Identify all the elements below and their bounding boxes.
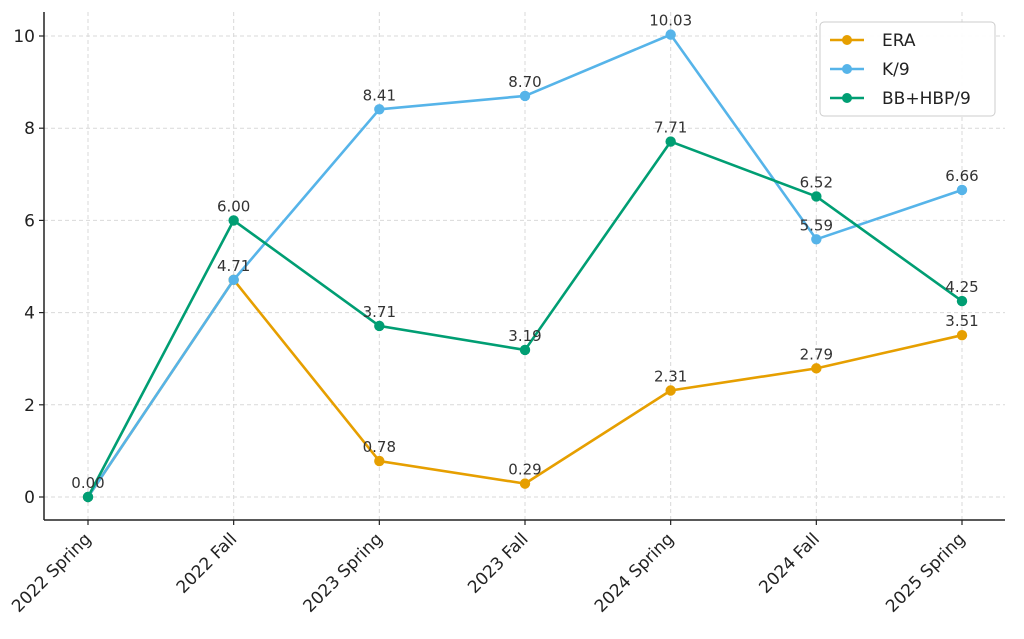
legend-label-era: ERA	[882, 31, 916, 51]
data-label: 0.29	[508, 461, 541, 479]
data-label: 0.78	[363, 438, 396, 456]
data-point-bb-hbp-9	[811, 191, 822, 202]
data-label: 3.51	[945, 312, 978, 330]
data-point-bb-hbp-9	[82, 491, 94, 503]
data-point-era	[374, 455, 385, 467]
data-point-bb-hbp-9	[228, 215, 239, 226]
y-tick-label: 8	[24, 119, 35, 139]
x-tick-label: 2025 Spring	[882, 529, 969, 616]
data-point-k-9	[519, 90, 531, 102]
data-label: 6.52	[800, 173, 833, 191]
data-label: 10.03	[649, 12, 692, 30]
x-tick-label: 2022 Spring	[8, 529, 95, 616]
data-label: 4.25	[945, 278, 978, 296]
data-point-k-9	[374, 104, 385, 115]
data-point-bb-hbp-9	[665, 136, 676, 147]
legend-box	[819, 21, 996, 117]
x-tick-label: 2024 Fall	[755, 529, 823, 597]
data-point-k-9	[956, 184, 968, 196]
data-point-era	[665, 385, 676, 396]
x-tick-label: 2024 Spring	[591, 529, 678, 616]
data-point-bb-hbp-9	[519, 344, 531, 356]
legend-marker-era	[842, 35, 852, 45]
data-label: 0.00	[71, 474, 104, 492]
data-label: 6.00	[217, 197, 250, 215]
legend-marker-bb-hbp-9	[842, 93, 852, 103]
x-tick-label: 2022 Fall	[173, 529, 241, 597]
data-label: 7.71	[654, 119, 687, 137]
y-tick-label: 2	[24, 396, 35, 416]
data-label: 3.19	[508, 327, 541, 345]
data-labels: 0.00 4.71 0.78 0.29 2.31 2.79 3.51 8.41 8.70 10.0…	[71, 12, 978, 492]
data-point-era	[519, 478, 531, 489]
data-label: 2.31	[654, 368, 687, 386]
data-label: 8.41	[363, 86, 396, 104]
legend-label-bb-hbp-9: BB+HBP/9	[882, 89, 971, 109]
data-point-k-9	[811, 234, 822, 245]
data-label: 2.79	[800, 345, 833, 363]
data-point-era	[956, 329, 968, 341]
series-layer	[82, 29, 968, 503]
x-tick-label: 2023 Fall	[464, 529, 532, 597]
legend-marker-k-9	[842, 64, 852, 74]
data-label: 6.66	[945, 167, 978, 185]
data-point-k-9	[228, 274, 239, 286]
y-tick-label: 4	[24, 304, 35, 324]
data-label: 3.71	[363, 303, 396, 321]
data-label: 5.59	[800, 216, 833, 234]
legend: ERA K/9 BB+HBP/9	[819, 21, 996, 117]
data-point-k-9	[665, 29, 676, 40]
y-tick-label: 0	[24, 488, 35, 508]
data-point-bb-hbp-9	[956, 295, 968, 307]
data-label: 4.71	[217, 257, 250, 275]
y-tick-label: 6	[24, 211, 35, 231]
data-label: 8.70	[508, 73, 541, 91]
legend-label-k-9: K/9	[882, 60, 910, 80]
y-tick-label: 10	[13, 27, 35, 47]
x-tick-label: 2023 Spring	[300, 529, 387, 616]
data-point-bb-hbp-9	[374, 320, 385, 332]
data-point-era	[811, 363, 822, 374]
